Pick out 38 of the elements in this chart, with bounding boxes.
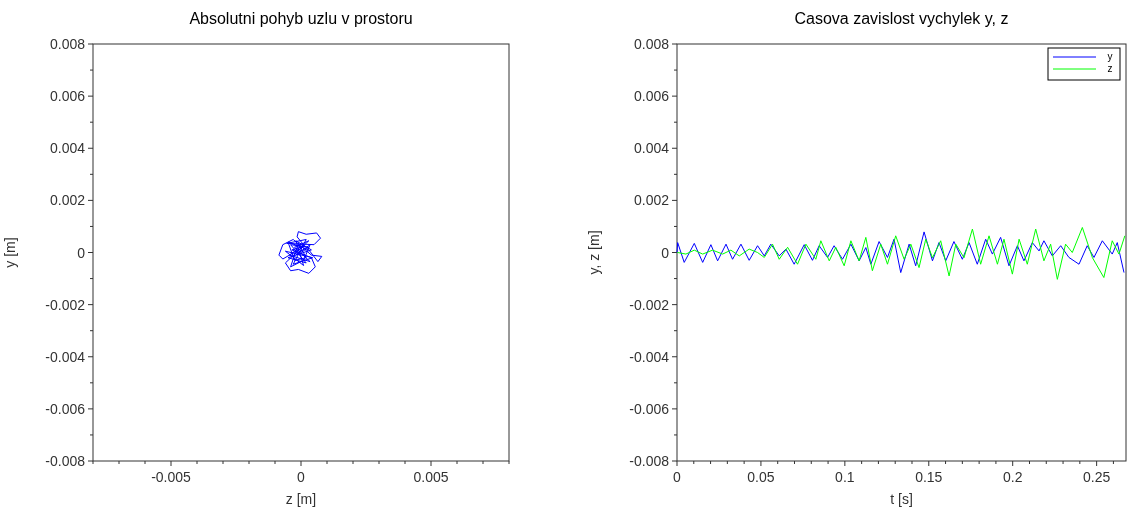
y-tick-label: -0.008 [45,453,86,469]
y-tick-label: -0.006 [629,400,670,417]
legend-label: z [1107,63,1113,74]
y-tick-label: 0.008 [49,36,86,52]
y-tick-label: -0.006 [45,400,86,417]
y-tick-label: -0.002 [629,296,670,313]
y-tick-label: 0.006 [49,88,86,105]
y-axis-title: y [m] [2,237,18,268]
line-series [676,226,1126,280]
y-tick-label: 0.008 [633,36,670,52]
x-tick-label: 0.005 [413,469,449,485]
y-tick-label: 0.002 [49,192,86,209]
y-tick-label: -0.004 [629,348,670,365]
legend-label: y [1107,51,1113,62]
x-tick-label: -0.005 [151,469,192,485]
y-tick-label: 0 [77,244,86,261]
y-tick-label: -0.004 [45,348,86,365]
chart-title: Absolutni pohyb uzlu v prostoru [189,10,413,27]
y-tick-label: 0.002 [633,192,670,209]
line-series [278,231,323,274]
y-tick-label: 0.004 [49,140,86,157]
x-tick-label: 0.15 [915,469,943,485]
x-tick-label: 0.1 [835,469,855,485]
y-tick-label: 0 [661,244,670,261]
x-tick-label: 0 [673,469,682,485]
x-tick-label: 0.05 [747,469,775,485]
line-series [676,231,1125,274]
y-tick-label: 0.006 [633,88,670,105]
x-tick-label: 0.25 [1083,469,1111,485]
x-axis-title: z [m] [285,491,317,507]
x-axis-title: t [s] [890,491,913,507]
x-tick-label: 0 [297,469,306,485]
y-tick-label: -0.002 [45,296,86,313]
y-tick-label: 0.004 [633,140,670,157]
chart-title: Casova zavislost vychylek y, z [794,10,1009,27]
y-tick-label: -0.008 [629,453,670,469]
x-tick-label: 0.2 [1002,469,1023,485]
y-axis-title: y, z [m] [586,230,602,275]
